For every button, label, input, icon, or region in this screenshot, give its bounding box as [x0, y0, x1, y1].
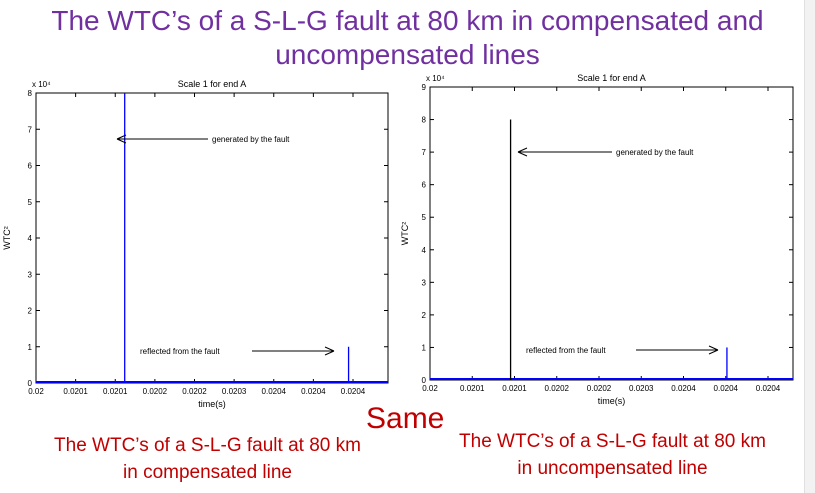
generated-arrow-head — [517, 147, 528, 157]
x-tick-label: 0.0202 — [143, 387, 168, 396]
y-tick-label: 8 — [28, 89, 33, 98]
y-tick-label: 5 — [422, 213, 427, 222]
generated-arrow-head — [116, 134, 127, 144]
y-tick-label: 5 — [28, 198, 33, 207]
y-tick-label: 4 — [422, 246, 427, 255]
y-multiplier: x 10⁴ — [32, 80, 51, 89]
y-tick-label: 7 — [422, 148, 427, 157]
generated-label: generated by the fault — [616, 148, 694, 157]
y-multiplier: x 10⁴ — [426, 74, 445, 83]
slide-title-line1: The WTC’s of a S-L-G fault at 80 km in c… — [51, 5, 764, 36]
x-tick-label: 0.0204 — [341, 387, 366, 396]
caption-left-line1: The WTC’s of a S-L-G fault at 80 km — [54, 435, 361, 456]
x-tick-label: 0.0204 — [714, 384, 739, 393]
caption-uncompensated: The WTC’s of a S-L-G fault at 80 km in u… — [440, 428, 785, 482]
caption-right-line1: The WTC’s of a S-L-G fault at 80 km — [459, 431, 766, 452]
slide-title: The WTC’s of a S-L-G fault at 80 km in c… — [0, 4, 815, 72]
x-tick-label: 0.0204 — [671, 384, 696, 393]
reflected-label: reflected from the fault — [140, 347, 220, 356]
x-tick-label: 0.0201 — [63, 387, 88, 396]
y-tick-label: 1 — [422, 343, 427, 352]
x-tick-label: 0.0201 — [502, 384, 527, 393]
y-axis-label: WTC² — [400, 222, 410, 246]
y-tick-label: 3 — [28, 270, 33, 279]
x-tick-label: 0.0204 — [301, 387, 326, 396]
x-tick-label: 0.02 — [28, 387, 44, 396]
reflected-arrow-head — [708, 345, 719, 355]
caption-left-line2: in compensated line — [123, 462, 292, 483]
y-tick-label: 4 — [28, 234, 33, 243]
generated-label: generated by the fault — [212, 135, 290, 144]
plot-title: Scale 1 for end A — [577, 73, 646, 83]
x-tick-label: 0.0202 — [587, 384, 612, 393]
y-tick-label: 8 — [422, 116, 427, 125]
x-tick-label: 0.0204 — [262, 387, 287, 396]
y-axis-label: WTC² — [2, 226, 12, 250]
y-tick-label: 2 — [422, 311, 427, 320]
plot-compensated: 0 1 2 3 4 5 6 7 8 0.02 0.0201 0.0201 0.0202 0.0202 0.0… — [2, 79, 389, 409]
y-tick-label: 6 — [28, 162, 33, 171]
plot-frame — [429, 86, 794, 381]
caption-right-line2: in uncompensated line — [517, 458, 708, 479]
reflected-label: reflected from the fault — [526, 346, 606, 355]
plot-uncompensated: 0 1 2 3 4 5 6 7 8 9 0.02 0.0201 0.0201 0.0202 0.0202 0.… — [400, 73, 794, 406]
x-axis-label: time(s) — [598, 396, 626, 406]
x-tick-label: 0.0203 — [629, 384, 654, 393]
x-tick-label: 0.0201 — [460, 384, 485, 393]
x-tick-label: 0.0201 — [103, 387, 128, 396]
x-tick-label: 0.0202 — [182, 387, 207, 396]
caption-compensated: The WTC’s of a S-L-G fault at 80 km in c… — [30, 432, 385, 486]
x-tick-label: 0.0204 — [756, 384, 781, 393]
y-tick-label: 2 — [28, 307, 33, 316]
x-axis-label: time(s) — [198, 399, 226, 409]
y-tick-label: 9 — [422, 83, 427, 92]
plot-title: Scale 1 for end A — [178, 79, 247, 89]
x-tick-label: 0.0203 — [222, 387, 247, 396]
reflected-arrow-head — [324, 346, 335, 356]
x-tick-label: 0.0202 — [545, 384, 570, 393]
same-label: Same — [366, 402, 445, 435]
y-tick-label: 6 — [422, 181, 427, 190]
y-tick-label: 0 — [28, 379, 33, 388]
slide-edge — [804, 0, 815, 493]
y-tick-label: 7 — [28, 125, 33, 134]
slide-title-line2: uncompensated lines — [275, 39, 540, 70]
y-tick-label: 1 — [28, 343, 33, 352]
y-tick-label: 3 — [422, 278, 427, 287]
x-tick-label: 0.02 — [422, 384, 438, 393]
y-tick-label: 0 — [422, 376, 427, 385]
